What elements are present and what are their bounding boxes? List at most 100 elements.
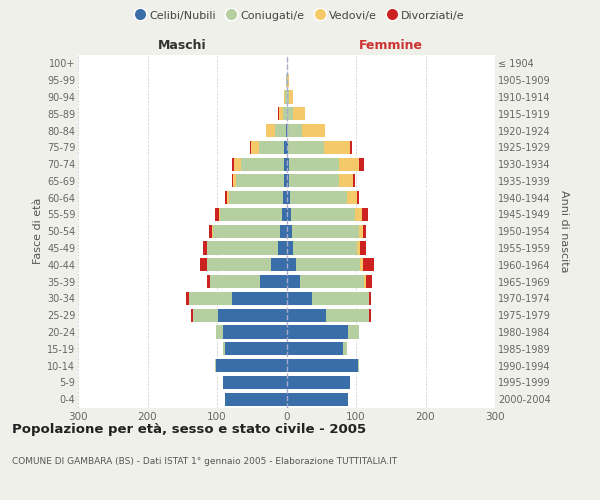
Bar: [289, 90, 293, 104]
Bar: [266, 124, 275, 137]
Bar: [338, 158, 359, 170]
Bar: [287, 191, 290, 204]
Bar: [287, 242, 293, 254]
Bar: [347, 326, 359, 338]
Bar: [215, 326, 223, 338]
Bar: [189, 292, 232, 305]
Bar: [324, 141, 350, 154]
Bar: [223, 342, 226, 355]
Bar: [209, 224, 212, 238]
Bar: [340, 174, 353, 188]
Bar: [283, 191, 287, 204]
Y-axis label: Anni di nascita: Anni di nascita: [559, 190, 569, 272]
Bar: [360, 258, 363, 272]
Bar: [279, 107, 283, 120]
Bar: [220, 208, 281, 221]
Bar: [227, 191, 229, 204]
Bar: [287, 174, 289, 188]
Bar: [287, 208, 290, 221]
Bar: [287, 107, 293, 120]
Bar: [212, 224, 213, 238]
Bar: [287, 326, 347, 338]
Bar: [232, 158, 235, 170]
Y-axis label: Fasce di età: Fasce di età: [32, 198, 43, 264]
Bar: [206, 258, 207, 272]
Bar: [284, 158, 287, 170]
Bar: [288, 141, 324, 154]
Bar: [285, 90, 287, 104]
Bar: [369, 292, 371, 305]
Bar: [250, 141, 251, 154]
Bar: [286, 124, 287, 137]
Bar: [369, 308, 371, 322]
Bar: [251, 141, 259, 154]
Bar: [207, 258, 271, 272]
Bar: [229, 191, 283, 204]
Bar: [206, 275, 210, 288]
Bar: [289, 158, 338, 170]
Bar: [287, 141, 288, 154]
Text: Femmine: Femmine: [359, 38, 423, 52]
Bar: [359, 224, 363, 238]
Bar: [355, 208, 362, 221]
Bar: [215, 359, 287, 372]
Bar: [287, 124, 302, 137]
Bar: [287, 342, 343, 355]
Bar: [271, 258, 287, 272]
Bar: [366, 275, 372, 288]
Bar: [364, 275, 366, 288]
Bar: [302, 124, 325, 137]
Legend: Celibi/Nubili, Coniugati/e, Vedovi/e, Divorziati/e: Celibi/Nubili, Coniugati/e, Vedovi/e, Di…: [131, 6, 469, 25]
Bar: [206, 242, 207, 254]
Bar: [356, 242, 360, 254]
Bar: [275, 124, 286, 137]
Bar: [287, 308, 326, 322]
Bar: [236, 174, 284, 188]
Bar: [343, 342, 347, 355]
Bar: [296, 258, 360, 272]
Bar: [287, 158, 289, 170]
Bar: [260, 275, 287, 288]
Bar: [232, 292, 287, 305]
Bar: [284, 174, 287, 188]
Bar: [283, 107, 287, 120]
Bar: [278, 242, 287, 254]
Bar: [193, 308, 218, 322]
Bar: [284, 90, 285, 104]
Bar: [281, 208, 287, 221]
Bar: [293, 107, 305, 120]
Bar: [287, 224, 292, 238]
Bar: [287, 258, 296, 272]
Bar: [292, 224, 359, 238]
Bar: [226, 191, 227, 204]
Bar: [232, 174, 233, 188]
Text: Popolazione per età, sesso e stato civile - 2005: Popolazione per età, sesso e stato civil…: [12, 422, 366, 436]
Bar: [213, 224, 280, 238]
Bar: [287, 376, 350, 389]
Bar: [360, 242, 367, 254]
Bar: [287, 292, 311, 305]
Bar: [289, 174, 340, 188]
Bar: [259, 141, 284, 154]
Bar: [191, 308, 193, 322]
Bar: [301, 275, 364, 288]
Bar: [363, 258, 374, 272]
Bar: [286, 74, 287, 86]
Bar: [223, 376, 287, 389]
Bar: [210, 275, 260, 288]
Bar: [287, 392, 347, 406]
Bar: [280, 224, 287, 238]
Bar: [215, 208, 219, 221]
Bar: [186, 292, 189, 305]
Bar: [293, 242, 356, 254]
Bar: [233, 174, 236, 188]
Bar: [278, 107, 279, 120]
Bar: [347, 191, 358, 204]
Bar: [200, 258, 206, 272]
Bar: [203, 242, 206, 254]
Bar: [350, 141, 352, 154]
Bar: [353, 174, 355, 188]
Bar: [326, 308, 369, 322]
Bar: [223, 326, 287, 338]
Bar: [287, 74, 289, 86]
